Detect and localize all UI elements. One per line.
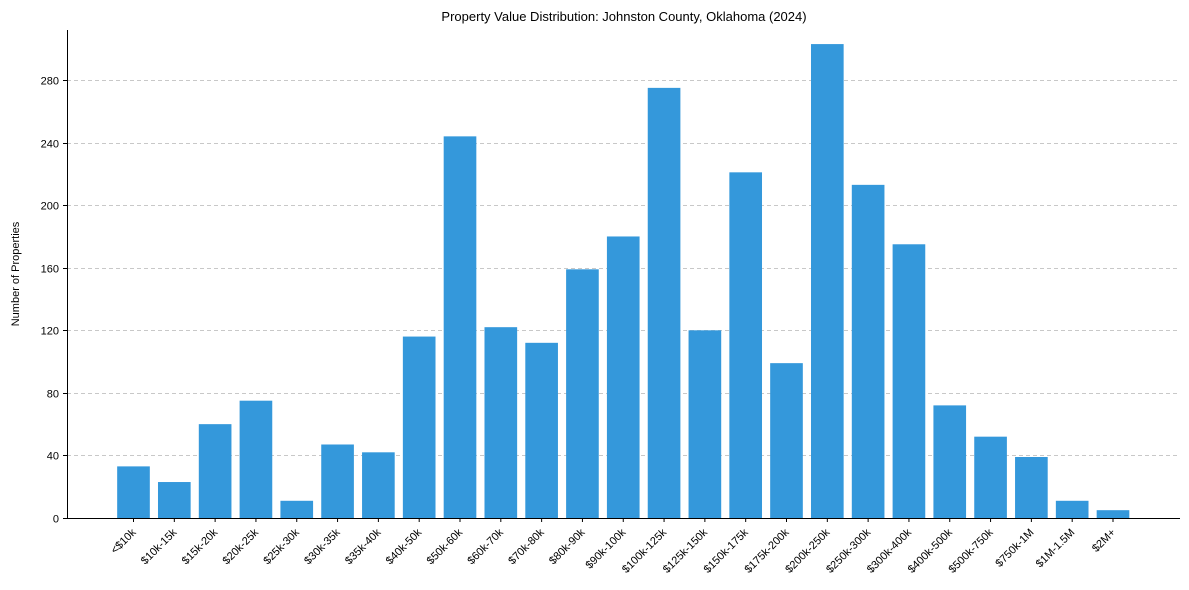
x-tick-label-21: $500k-750k bbox=[947, 526, 996, 575]
bar-16 bbox=[770, 363, 803, 518]
y-axis-ticks: 0 40 80 120 160 200 240 280 bbox=[41, 76, 67, 526]
bar-4 bbox=[280, 500, 314, 518]
x-tick-label-24: $2M+ bbox=[1090, 527, 1118, 555]
x-tick-label-1: $10k-15k bbox=[139, 526, 180, 567]
bar-20 bbox=[933, 405, 967, 518]
y-tick-label-6: 240 bbox=[41, 139, 59, 151]
y-tick-label-5: 200 bbox=[41, 201, 59, 213]
bar-15 bbox=[729, 172, 763, 518]
bar-13 bbox=[647, 87, 681, 519]
bar-18 bbox=[851, 184, 885, 518]
bar-6 bbox=[362, 452, 395, 518]
bar-21 bbox=[974, 436, 1007, 518]
bar-19 bbox=[892, 244, 926, 518]
bar-22 bbox=[1015, 457, 1048, 518]
bar-10 bbox=[525, 342, 558, 518]
x-tick-label-11: $80k-90k bbox=[547, 526, 588, 567]
bars bbox=[117, 44, 1130, 519]
x-tick-label-4: $25k-30k bbox=[261, 526, 302, 567]
bar-2 bbox=[198, 424, 232, 518]
bar-9 bbox=[484, 327, 518, 518]
y-tick-label-0: 0 bbox=[53, 514, 59, 526]
x-tick-label-22: $750k-1M bbox=[993, 527, 1036, 570]
y-axis-label: Number of Properties bbox=[10, 221, 22, 326]
x-tick-label-5: $30k-35k bbox=[302, 526, 343, 567]
y-tick-label-3: 120 bbox=[41, 326, 59, 338]
bar-23 bbox=[1055, 500, 1089, 518]
y-tick-label-7: 280 bbox=[41, 76, 59, 88]
bar-14 bbox=[688, 330, 722, 518]
x-tick-label-6: $35k-40k bbox=[343, 526, 384, 567]
bar-0 bbox=[117, 466, 150, 518]
bar-11 bbox=[566, 269, 599, 518]
x-tick-label-23: $1M-1.5M bbox=[1034, 527, 1078, 571]
x-tick-label-9: $60k-70k bbox=[465, 526, 506, 567]
y-tick-label-2: 80 bbox=[47, 389, 59, 401]
y-tick-label-4: 160 bbox=[41, 264, 59, 276]
bar-7 bbox=[402, 336, 436, 518]
bar-12 bbox=[606, 236, 640, 518]
x-axis-ticks: <$10k $10k-15k $15k-20k $20k-25k $25k-30k $30… bbox=[109, 518, 1118, 576]
x-tick-label-0: <$10k bbox=[109, 526, 139, 556]
x-tick-label-10: $70k-80k bbox=[506, 526, 547, 567]
x-tick-label-7: $40k-50k bbox=[384, 526, 425, 567]
bar-24 bbox=[1096, 510, 1130, 518]
chart-title: Property Value Distribution: Johnston Co… bbox=[441, 9, 806, 24]
x-tick-label-2: $15k-20k bbox=[180, 526, 221, 567]
bar-3 bbox=[239, 400, 273, 518]
bar-5 bbox=[321, 444, 354, 518]
x-tick-label-3: $20k-25k bbox=[221, 526, 262, 567]
y-tick-label-1: 40 bbox=[47, 451, 59, 463]
bar-1 bbox=[157, 482, 191, 518]
x-tick-label-8: $50k-60k bbox=[425, 526, 466, 567]
bar-17 bbox=[810, 44, 844, 518]
bar-8 bbox=[443, 136, 477, 519]
